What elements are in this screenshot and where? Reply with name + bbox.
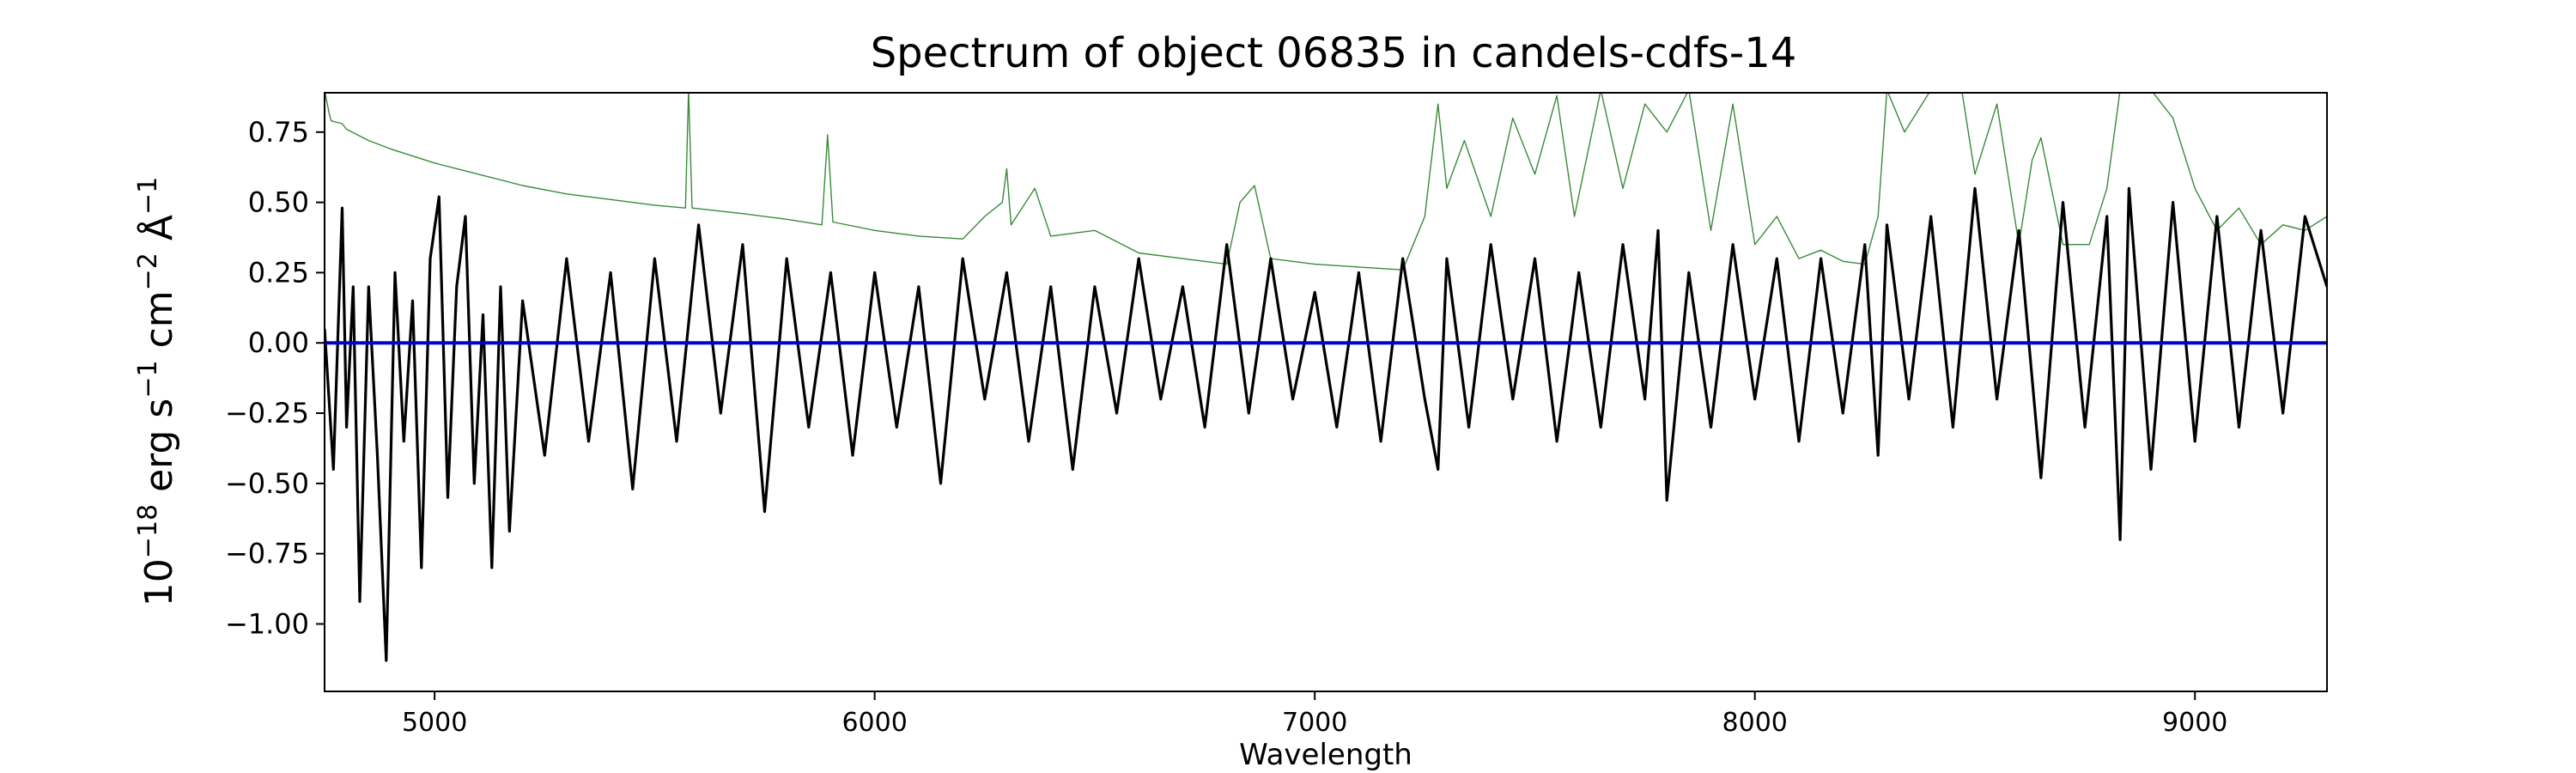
y-label-base: 10: [137, 558, 181, 606]
y-label-unit2-exp: −2: [133, 253, 163, 290]
y-label-unit1: erg s: [137, 399, 181, 504]
plot-frame: [324, 92, 2328, 692]
y-axis: 0.75 0.50 0.25 0.00 −0.25 −0.50 −0.75 −1.00: [225, 116, 325, 640]
x-tick-label: 8000: [1722, 708, 1788, 738]
y-tick-label: −1.00: [225, 607, 309, 640]
x-tick-label: 9000: [2162, 708, 2227, 738]
y-axis-label: 10−18 erg s−1 cm−2 Å−1: [133, 177, 181, 606]
y-label-unit3-exp: −1: [133, 177, 163, 215]
x-tick-label: 7000: [1282, 708, 1347, 738]
series-layer: [325, 93, 2327, 662]
y-tick-label: 0.00: [248, 326, 309, 359]
y-label-unit1-exp: −1: [133, 360, 163, 398]
x-tick-label: 6000: [841, 708, 907, 738]
y-tick-label: 0.50: [248, 186, 309, 219]
chart-title: Spectrum of object 06835 in candels-cdfs…: [871, 29, 1797, 77]
y-label-unit2: cm: [137, 290, 181, 360]
y-label-unit3: Å: [136, 215, 181, 253]
sky-spectrum-line: [325, 93, 2327, 271]
x-axis-label: Wavelength: [1239, 738, 1413, 772]
y-tick-label: −0.25: [225, 397, 309, 429]
object-spectrum-line: [325, 186, 2327, 662]
y-label-base-exp: −18: [133, 504, 163, 558]
y-tick-label: −0.75: [225, 538, 309, 570]
x-axis: 5000 6000 7000 8000 9000: [402, 691, 2227, 738]
y-tick-label: −0.50: [225, 467, 309, 500]
x-tick-label: 5000: [402, 708, 467, 738]
y-tick-label: 0.25: [248, 256, 309, 289]
y-tick-label: 0.75: [248, 116, 309, 149]
